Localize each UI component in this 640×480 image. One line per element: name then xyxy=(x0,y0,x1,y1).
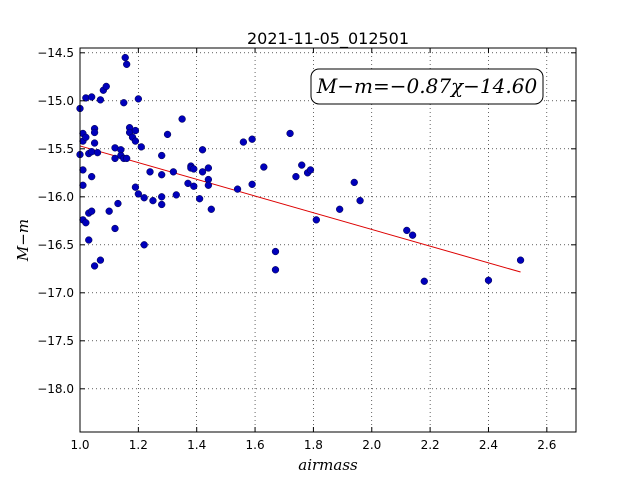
data-point xyxy=(204,164,213,172)
data-point xyxy=(96,256,105,264)
data-point xyxy=(239,138,248,146)
data-point xyxy=(102,82,110,91)
data-point xyxy=(134,190,143,198)
x-tick-label: 1.4 xyxy=(187,438,206,452)
data-point xyxy=(198,168,207,176)
x-tick-label: 2.0 xyxy=(362,438,381,452)
data-point xyxy=(82,133,90,141)
axis-ticks: 1.0 1.2 1.4 1.6 1.8 2.0 2.2 2.4 2.6 −14.5 −15.0 −15… xyxy=(37,46,576,452)
data-point xyxy=(134,95,143,103)
data-point xyxy=(190,165,198,173)
data-point xyxy=(248,180,256,188)
data-point xyxy=(131,183,140,191)
chart-title: 2021-11-05_012501 xyxy=(247,29,409,49)
data-point xyxy=(105,207,113,215)
data-point xyxy=(204,181,213,189)
data-point xyxy=(88,93,96,101)
x-tick-label: 1.0 xyxy=(70,438,89,452)
data-point xyxy=(140,194,148,202)
data-point xyxy=(90,262,99,270)
data-point xyxy=(350,178,358,187)
data-point xyxy=(292,172,300,181)
data-point xyxy=(198,146,207,154)
data-point xyxy=(123,60,131,68)
data-point xyxy=(96,96,105,104)
data-point xyxy=(88,207,96,215)
data-point xyxy=(90,139,99,147)
data-point xyxy=(88,172,96,181)
x-axis-label: airmass xyxy=(298,456,358,474)
data-point xyxy=(178,115,186,123)
data-point xyxy=(260,163,268,171)
data-point xyxy=(403,226,411,235)
data-point xyxy=(137,143,145,151)
data-point xyxy=(233,185,242,193)
data-point xyxy=(158,171,166,179)
x-tick-label: 2.4 xyxy=(479,438,498,452)
data-point xyxy=(356,196,364,205)
data-point xyxy=(516,256,525,264)
data-point xyxy=(484,276,493,284)
data-point xyxy=(111,154,119,163)
data-point xyxy=(93,148,102,157)
data-point xyxy=(306,166,315,174)
data-point xyxy=(172,191,180,199)
data-point xyxy=(312,216,320,224)
data-point xyxy=(163,130,172,139)
data-point xyxy=(271,247,280,256)
fit-equation: M−m=−0.87χ−14.60 xyxy=(316,74,538,98)
y-tick-label: −15.5 xyxy=(37,142,74,156)
data-point xyxy=(271,266,280,274)
fit-line xyxy=(79,145,521,273)
data-point xyxy=(146,168,154,176)
data-point xyxy=(190,182,198,190)
data-point xyxy=(158,200,166,209)
data-point xyxy=(336,205,344,213)
data-point xyxy=(121,53,129,62)
data-point xyxy=(82,219,90,227)
y-tick-label: −16.0 xyxy=(37,190,74,204)
data-point xyxy=(158,151,166,160)
y-tick-label: −18.0 xyxy=(37,382,74,396)
y-tick-label: −15.0 xyxy=(37,94,74,108)
data-point xyxy=(85,236,93,244)
data-point xyxy=(140,241,148,249)
x-tick-label: 2.2 xyxy=(421,438,440,452)
data-point xyxy=(123,154,131,163)
data-point xyxy=(207,205,215,213)
data-point xyxy=(195,195,204,203)
data-point xyxy=(114,199,122,208)
data-point xyxy=(169,168,178,176)
plot-frame xyxy=(79,47,577,433)
data-point xyxy=(79,181,87,189)
data-point xyxy=(184,179,192,188)
x-tick-label: 2.6 xyxy=(537,438,556,452)
data-point xyxy=(131,126,140,135)
annotation-box: M−m=−0.87χ−14.60 xyxy=(310,68,544,105)
x-tick-label: 1.8 xyxy=(304,438,323,452)
data-point xyxy=(248,135,256,143)
y-tick-label: −14.5 xyxy=(37,46,74,60)
y-tick-label: −17.0 xyxy=(37,286,74,300)
data-point xyxy=(90,128,99,137)
x-tick-label: 1.2 xyxy=(129,438,148,452)
data-point xyxy=(131,137,140,145)
y-tick-label: −17.5 xyxy=(37,334,74,348)
data-point xyxy=(420,277,428,285)
data-point xyxy=(120,99,128,107)
data-point xyxy=(158,193,166,201)
plot-area xyxy=(80,48,576,432)
y-axis-label: M−m xyxy=(14,219,32,262)
data-point xyxy=(298,161,306,169)
fit-line-group xyxy=(79,145,521,273)
x-tick-label: 1.6 xyxy=(246,438,265,452)
data-point xyxy=(111,224,119,233)
data-point xyxy=(149,196,157,205)
data-point xyxy=(286,129,294,138)
data-point xyxy=(79,166,87,174)
data-point xyxy=(408,231,417,239)
y-tick-label: −16.5 xyxy=(37,238,74,252)
data-points xyxy=(76,53,525,285)
